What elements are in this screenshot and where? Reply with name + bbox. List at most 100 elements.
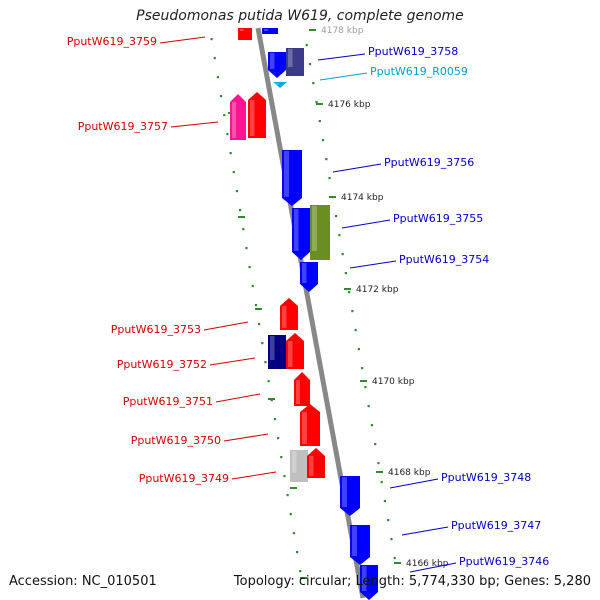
ruler-dot — [229, 152, 232, 155]
ruler-dot — [344, 272, 347, 275]
ruler-dot — [315, 101, 318, 104]
leader-line — [401, 526, 449, 536]
leader-line — [170, 121, 219, 128]
leader-line — [231, 471, 277, 480]
ruler-dot — [374, 443, 377, 446]
ruler-dot — [261, 342, 264, 345]
ruler-dot — [361, 367, 364, 370]
gene-3758-slate — [286, 48, 304, 76]
ruler-dot — [341, 253, 344, 256]
gene-3746-highlight — [362, 566, 367, 591]
ruler-dot — [267, 380, 270, 383]
ruler-dot — [210, 38, 213, 41]
ruler-dot — [251, 285, 254, 288]
gene-3757-magenta — [230, 94, 246, 140]
gene-label: PputW619_3746 — [459, 555, 549, 568]
ruler-dot — [308, 63, 312, 66]
kbp-tick — [329, 196, 336, 198]
map-title: Pseudomonas putida W619, complete genome — [136, 8, 464, 24]
kbp-label: 4170 kbp — [372, 377, 415, 387]
kbp-tick — [376, 471, 383, 473]
ruler-dot — [245, 247, 248, 250]
ruler-dot — [213, 57, 216, 60]
gene-label: PputW619_3755 — [393, 212, 483, 225]
gene-3756 — [282, 150, 302, 206]
gene-label: PputW619_3748 — [441, 471, 531, 484]
gene-label: PputW619_3752 — [117, 358, 207, 371]
ruler-tick — [255, 308, 262, 310]
genome-summary-text: Topology: circular; Length: 5,774,330 bp… — [233, 574, 591, 589]
kbp-label: 4168 kbp — [388, 468, 431, 478]
ruler-tick — [290, 487, 297, 489]
ruler-dot — [232, 171, 235, 174]
rna-r0059 — [273, 82, 287, 88]
gene-label: PputW619_3759 — [67, 35, 157, 48]
ruler-dot — [325, 158, 328, 161]
ruler-dot — [220, 95, 223, 98]
gene-label: PputW619_3751 — [123, 395, 213, 408]
gene-3748 — [340, 476, 360, 516]
ruler-dot — [277, 437, 280, 440]
ruler-dot — [286, 494, 289, 497]
gene-3749-red-highlight — [309, 456, 314, 476]
gene-3756-highlight — [284, 151, 289, 197]
leader-line — [409, 562, 457, 573]
gene-3757-red — [248, 92, 266, 138]
gene-3752-navy — [268, 335, 286, 369]
gene-label: PputW619_3758 — [368, 45, 458, 58]
ruler-dot — [354, 329, 357, 332]
gene-3751 — [294, 372, 310, 406]
gene-3753 — [280, 298, 298, 330]
ruler-dot — [367, 405, 370, 408]
accession-text: Accession: NC_010501 — [9, 574, 157, 589]
ruler-dot — [223, 114, 226, 117]
leader-line — [389, 478, 439, 489]
ruler-dot — [364, 386, 367, 389]
gene-3757-magenta-highlight — [232, 102, 236, 138]
ruler-dot — [273, 418, 277, 421]
gene-3749-grey-highlight — [292, 451, 297, 473]
gene-3748-highlight — [342, 477, 347, 507]
ruler-dot — [292, 532, 296, 535]
kbp-label: 4174 kbp — [341, 193, 384, 203]
gene-3746 — [360, 565, 378, 600]
leader-line — [159, 36, 206, 44]
leader-line — [349, 260, 397, 269]
ruler-dot — [370, 424, 374, 427]
leader-line — [341, 219, 391, 229]
ruler-dot — [280, 456, 283, 459]
ruler-dot — [242, 228, 245, 231]
ruler-dot — [216, 76, 220, 79]
ruler-dot — [305, 44, 308, 47]
ruler-dot — [348, 291, 351, 294]
kbp-label: 4178 kbp — [321, 26, 364, 36]
ruler-dot — [380, 481, 383, 484]
kbp-label: 4166 kbp — [406, 559, 449, 569]
gene-label: PputW619_3757 — [78, 120, 168, 133]
ruler-dot — [328, 177, 331, 180]
gene-label: PputW619_3749 — [139, 472, 229, 485]
gene-3750 — [300, 404, 320, 446]
ruler-dot — [299, 570, 302, 573]
ruler-dot — [270, 399, 273, 402]
ruler-dot — [338, 234, 341, 237]
rna-r0059-highlight — [275, 83, 279, 85]
kbp-tick — [394, 562, 401, 564]
ruler-dot — [248, 266, 251, 269]
ruler-dot — [264, 361, 267, 364]
gene-3758-slate-highlight — [288, 49, 293, 67]
gene-3753-highlight — [282, 306, 287, 328]
gene-3749-red — [307, 448, 325, 478]
gene-3754-highlight — [302, 263, 307, 283]
ruler-dot — [226, 133, 229, 136]
gene-3759-top-highlight — [240, 29, 244, 31]
gene-3750-highlight — [302, 412, 307, 444]
ruler-tick — [238, 216, 245, 218]
kbp-tick — [360, 380, 367, 382]
leader-line — [215, 393, 261, 403]
kbp-tick — [316, 103, 323, 105]
gene-3758-top — [262, 28, 278, 34]
leader-line — [203, 321, 249, 331]
